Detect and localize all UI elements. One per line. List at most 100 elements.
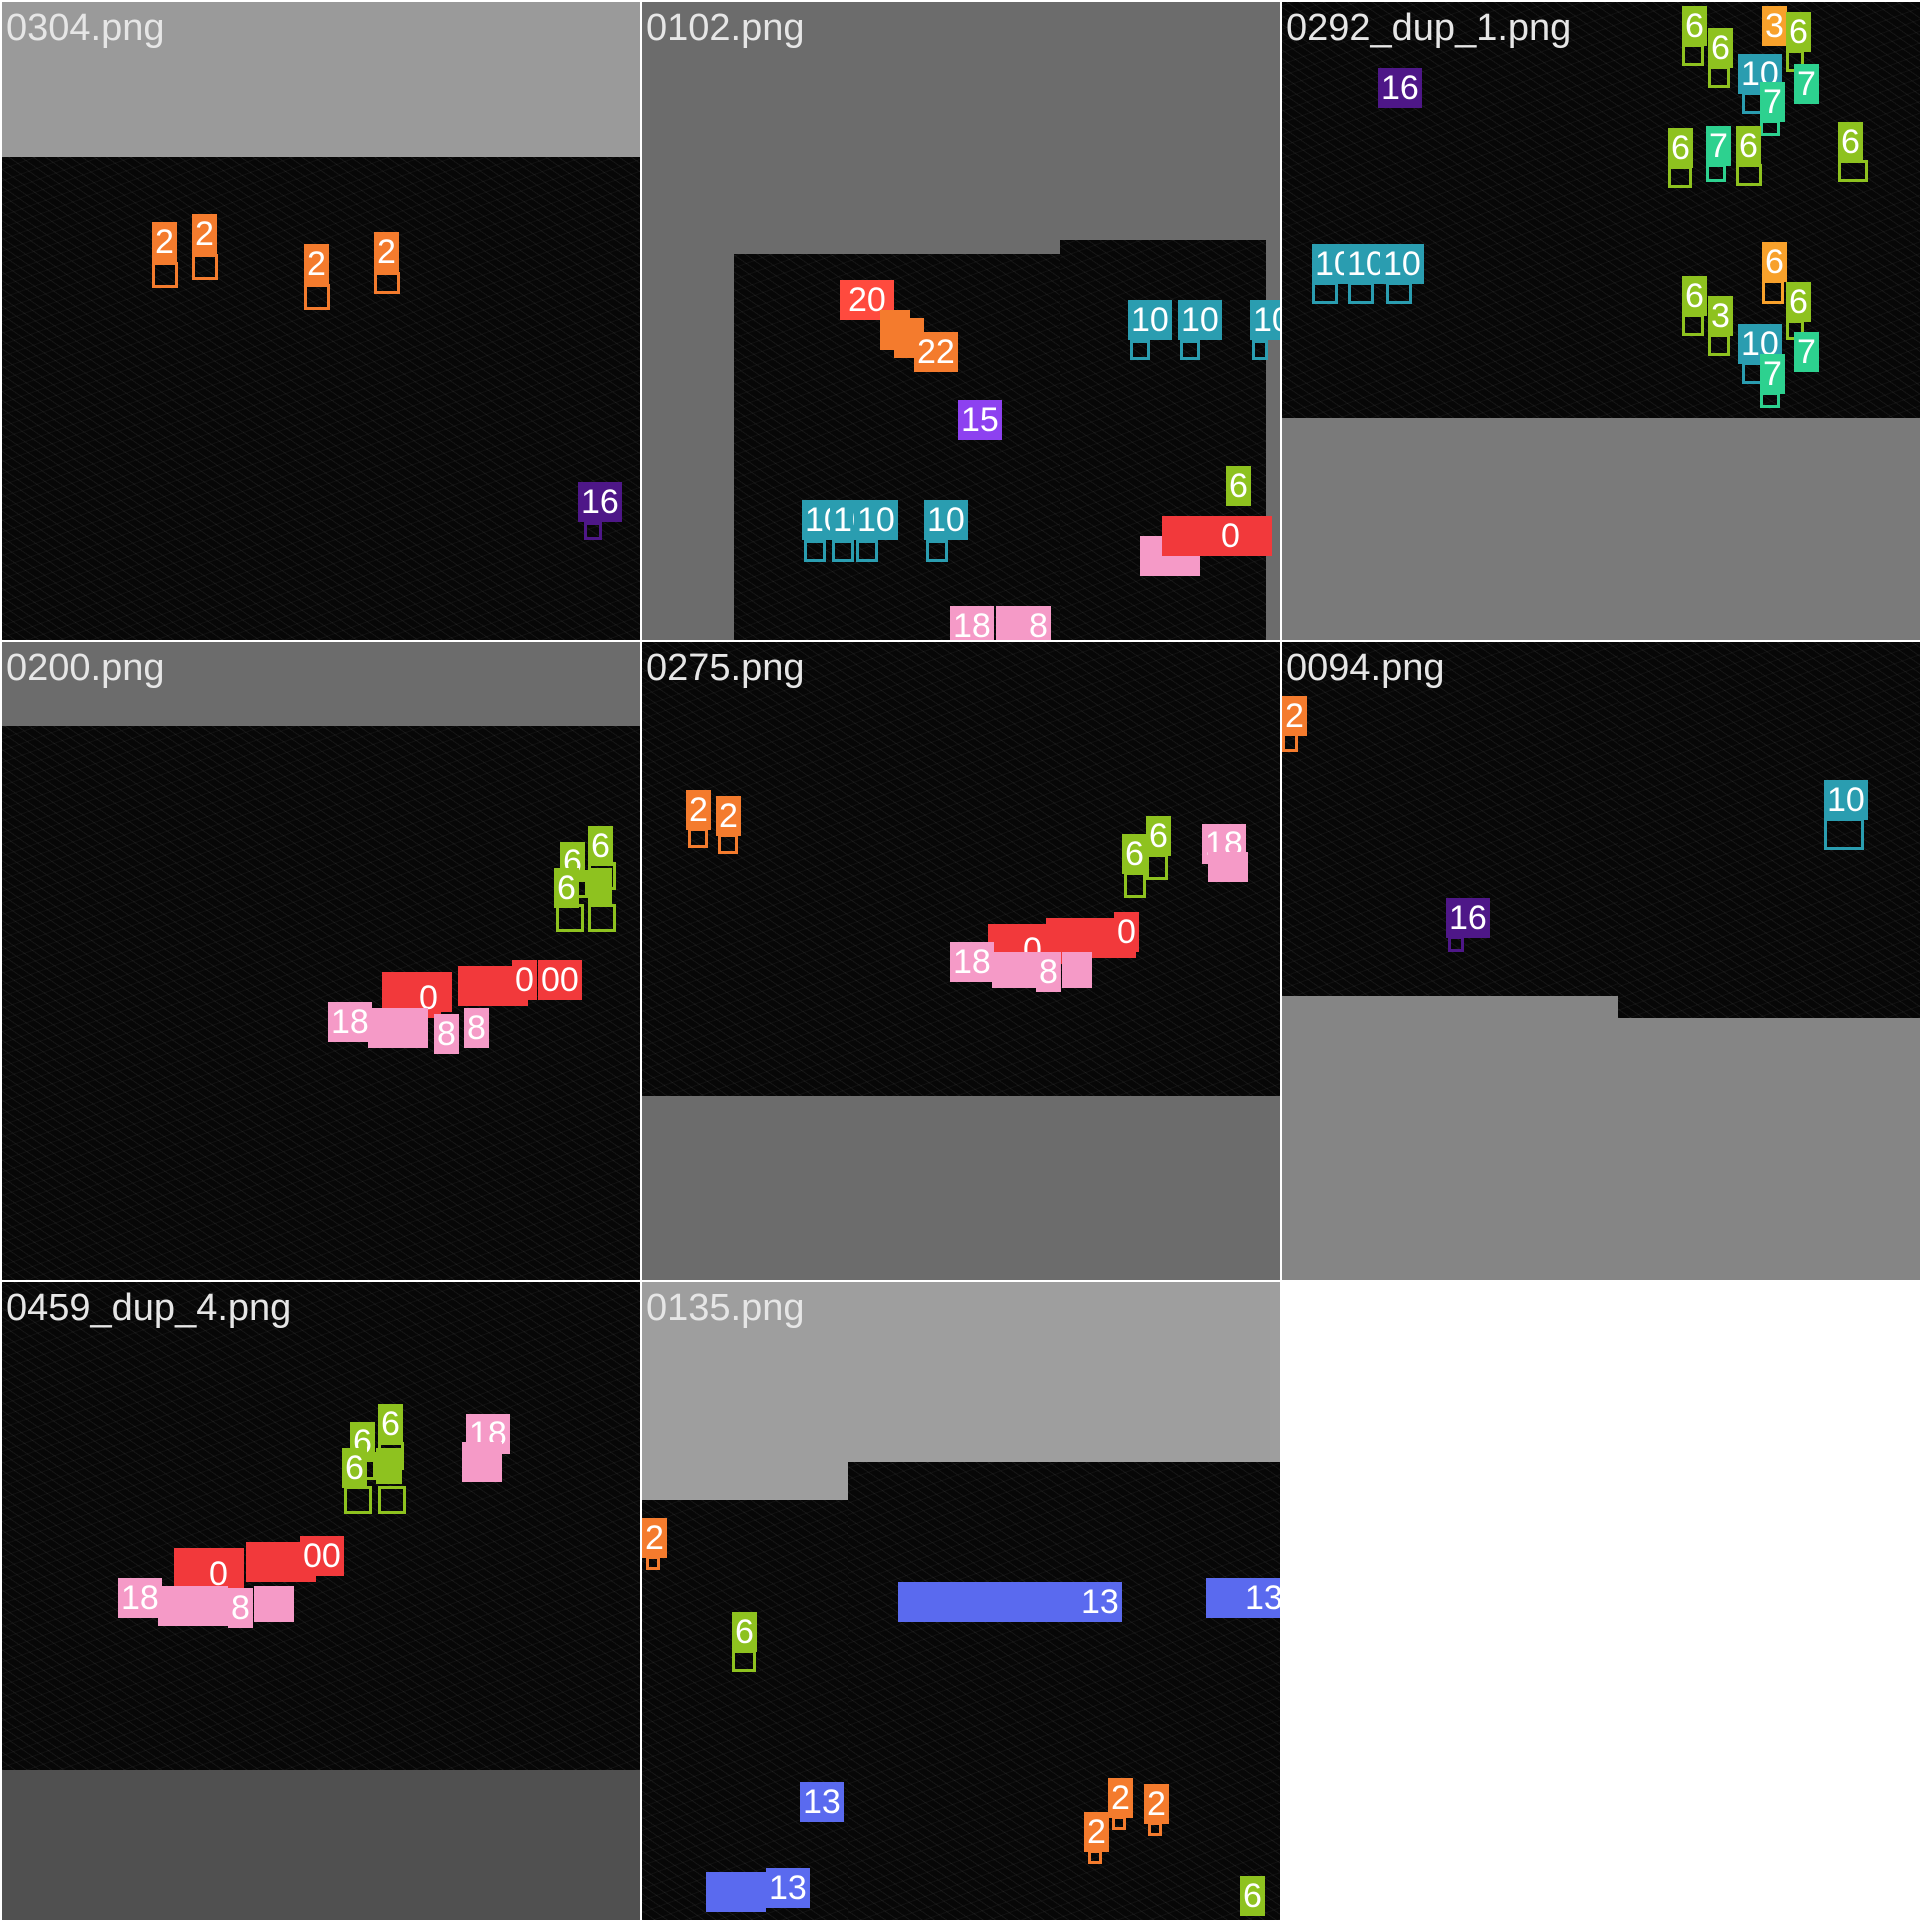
detection-label: 10 [1824,780,1868,820]
detection-label: 2 [1084,1812,1109,1852]
detection-label: 3 [1708,296,1733,336]
detection-label: 16 [1378,68,1422,108]
detection-label: 2 [304,244,329,284]
detection-label-stack [368,1008,428,1048]
detection-label: 22 [914,332,958,372]
detection-label: 6 [1682,6,1707,46]
detection-label: 7 [1760,82,1785,122]
detection-label: 20 [840,280,894,320]
detection-label: 00 [538,960,582,1000]
empty-cell [1282,1282,1920,1920]
detection-label: 2 [192,214,217,254]
detection-label: 2 [686,790,711,830]
satellite-image [2,157,640,640]
detection-label-stack [996,606,1026,640]
detection-label: 7 [1794,64,1819,104]
satellite-image [2,726,640,1280]
detection-label: 7 [1760,354,1785,394]
detection-label: 2 [374,232,399,272]
tile-filename: 0102.png [646,7,805,49]
detection-label: 13 [800,1782,844,1822]
satellite-image [1282,2,1920,418]
tile-0292-dup-1: 0292_dup_1.png 16 10 10 10 6 6 3 6 10 7 … [1282,2,1920,640]
tile-0459-dup-4: 0459_dup_4.png 6 6 6 18 0 00 18 8 [2,1282,640,1920]
detection-label: 8 [228,1588,253,1628]
detection-label: 18 [118,1578,162,1618]
detection-label: 18 [328,1002,372,1042]
tile-0200: 0200.png 6 6 6 0 0 00 18 8 8 [2,642,640,1280]
satellite-image [642,1500,848,1920]
detection-label-stack [158,1586,228,1626]
detection-label: 6 [1786,282,1811,322]
detection-label: 2 [1144,1784,1169,1824]
detection-label: 10 [1128,300,1172,340]
tile-0304: 0304.png 2 2 2 2 16 [2,2,640,640]
detection-label: 10 [1380,244,1424,284]
detection-label: 6 [1736,126,1761,166]
detection-label: 0 [416,978,441,1018]
detection-label: 6 [1226,466,1251,506]
detection-label: 6 [1122,834,1147,874]
detection-label: 7 [1706,126,1731,166]
satellite-image [1618,642,1920,1018]
detection-label: 0 [1114,912,1139,952]
detection-label-stack [706,1872,766,1912]
detection-label: 6 [342,1448,367,1488]
tile-filename: 0275.png [646,647,805,689]
tile-0102: 0102.png 20 22 15 10 10 10 10 10 10 10 6… [642,2,1280,640]
detection-label: 8 [464,1008,489,1048]
detection-label-stack [254,1586,294,1622]
detection-label: 2 [716,796,741,836]
detection-label-stack [1062,952,1092,988]
detection-label: 6 [1786,12,1811,52]
tile-filename: 0292_dup_1.png [1286,7,1572,49]
detection-label: 6 [1708,28,1733,68]
detection-label: 2 [152,222,177,262]
detection-label: 16 [1446,898,1490,938]
detection-label: 10 [924,500,968,540]
detection-label: 2 [1108,1778,1133,1818]
detection-label: 6 [732,1612,757,1652]
detection-label: 6 [1240,1876,1265,1916]
tile-0275: 0275.png 2 2 6 6 18 0 0 18 8 [642,642,1280,1280]
detection-label-stack [1208,852,1248,882]
detection-label: 8 [1036,952,1061,992]
tile-filename: 0304.png [6,7,165,49]
detection-label-stack [992,952,1036,988]
detection-label-stack [1206,1578,1242,1618]
detection-label: 6 [1146,816,1171,856]
tile-filename: 0200.png [6,647,165,689]
tile-0135: 0135.png 2 6 13 13 13 13 2 2 2 6 [642,1282,1280,1920]
tile-filename: 0135.png [646,1287,805,1329]
detection-label: 0 [1218,516,1243,556]
detection-label: 13 [766,1868,810,1908]
detection-label: 16 [578,482,622,522]
detection-label: 6 [554,868,579,908]
detection-label: 6 [1838,122,1863,162]
detection-label: 2 [642,1518,667,1558]
detection-label: 7 [1794,332,1819,372]
detection-label: 13 [1078,1582,1122,1622]
satellite-image [848,1462,1280,1920]
detection-label: 00 [300,1536,344,1576]
detection-label: 6 [588,826,613,866]
satellite-image [2,1282,640,1770]
detection-label: 2 [1282,696,1307,736]
tile-0094: 0094.png 2 10 16 [1282,642,1920,1280]
detection-label: 10 [1250,300,1280,340]
satellite-image [642,642,1280,1096]
detection-label: 10 [1178,300,1222,340]
tile-filename: 0094.png [1286,647,1445,689]
detection-label: 15 [958,400,1002,440]
detection-label: 18 [950,942,994,982]
detection-label: 18 [950,606,994,640]
detection-label-stack [1162,516,1272,556]
detection-label: 0 [512,960,537,1000]
tile-filename: 0459_dup_4.png [6,1287,292,1329]
detection-label-stack [898,1582,1078,1622]
detection-label: 8 [434,1014,459,1054]
detection-label: 6 [1762,242,1787,282]
detection-label: 13 [1242,1578,1280,1618]
detection-label: 3 [1762,6,1787,46]
detection-label-stack [462,1442,502,1482]
